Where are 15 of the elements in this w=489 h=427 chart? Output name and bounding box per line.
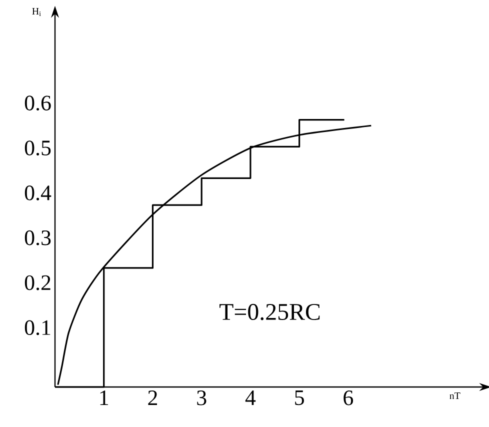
x-tick-label: 5	[295, 390, 304, 406]
y-tick-label: 0.3	[24, 230, 51, 246]
y-tick-label: 0.5	[24, 140, 51, 156]
x-tick-label: 6	[344, 390, 354, 406]
x-tick-label: 4	[245, 390, 256, 405]
y-tick-label: 0.1	[24, 320, 50, 336]
y-tick-label: 0.6	[24, 96, 51, 111]
x-tick-label: 1	[100, 390, 108, 405]
y-tick-label: 0.2	[24, 275, 50, 290]
y-axis-title: H$_{i}$	[32, 8, 41, 16]
y-tick-label: 0.4	[24, 185, 52, 200]
x-axis-title: nT	[450, 392, 460, 400]
x-tick-label: 2	[148, 390, 157, 406]
x-tick-label: 3	[197, 390, 206, 406]
annotation: T=0.25RC	[220, 304, 320, 320]
